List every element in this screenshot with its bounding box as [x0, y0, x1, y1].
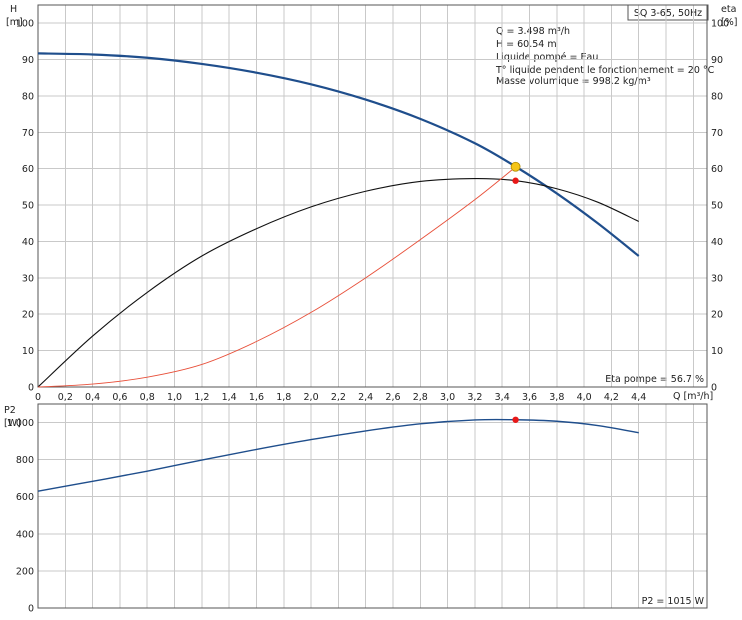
info-line-liquid: Liquide pompé = Eau [496, 52, 598, 63]
y-tick-right-8: 80 [711, 91, 723, 102]
info-line-q: Q = 3.498 m³/h [496, 26, 570, 37]
info-line-h: H = 60.54 m [496, 39, 557, 50]
lower-plot-frame [37, 403, 708, 609]
x-tick-12: 2,4 [358, 392, 373, 403]
y-tick-right-6: 60 [711, 164, 723, 175]
y-axis-label-left: H [10, 4, 17, 15]
info-line-density: Masse volumique = 998.2 kg/m³ [496, 76, 651, 87]
y-tick-right-4: 40 [711, 237, 723, 248]
x-tick-3: 0,6 [112, 392, 127, 403]
y-tick-right-9: 90 [711, 55, 723, 66]
y-tick-right-1: 10 [711, 346, 723, 357]
p2-point-marker-0 [512, 416, 519, 423]
eta-annotation: Eta pompe = 56.7 % [605, 374, 704, 385]
y-axis-label-right: eta [721, 4, 736, 15]
y-tick-left-3: 30 [22, 273, 34, 284]
duty-point-marker-0 [510, 161, 521, 172]
x-tick-19: 3,8 [549, 392, 564, 403]
y-tick-right-3: 30 [711, 273, 723, 284]
y-tick-left-1: 10 [22, 346, 34, 357]
y-tick-right-0: 0 [711, 383, 717, 394]
x-tick-2: 0,4 [85, 392, 100, 403]
y-tick-right-5: 50 [711, 201, 723, 212]
x-tick-16: 3,2 [467, 392, 482, 403]
p2-tick-4: 800 [16, 455, 34, 466]
x-tick-13: 2,6 [385, 392, 400, 403]
y-tick-left-0: 0 [28, 383, 34, 394]
x-tick-14: 2,8 [413, 392, 428, 403]
y-tick-left-8: 80 [22, 91, 34, 102]
series-p2-line [37, 418, 639, 492]
y-tick-left-7: 70 [22, 128, 34, 139]
y-tick-left-9: 90 [22, 55, 34, 66]
y-tick-left-4: 40 [22, 237, 34, 248]
x-tick-15: 3,0 [440, 392, 455, 403]
x-tick-20: 4,0 [577, 392, 592, 403]
info-line-temperature: T° liquide pendent le fonctionnement = 2… [495, 65, 715, 76]
upper-plot-frame [37, 4, 708, 388]
p2-tick-0: 0 [28, 604, 34, 615]
p2-annotation: P2 = 1015 W [642, 596, 705, 607]
y-tick-right-7: 70 [711, 128, 723, 139]
x-tick-7: 1,4 [222, 392, 237, 403]
p2-axis-unit: [W] [4, 418, 21, 429]
x-tick-6: 1,2 [194, 392, 209, 403]
x-tick-21: 4,2 [604, 392, 619, 403]
p2-tick-3: 600 [16, 492, 34, 503]
p2-tick-2: 400 [16, 529, 34, 540]
y-tick-left-5: 50 [22, 201, 34, 212]
x-tick-10: 2,0 [304, 392, 319, 403]
series-efficiency-line [37, 177, 639, 388]
y-axis-unit-right: [%] [721, 17, 737, 28]
y-tick-right-10: 100 [711, 19, 729, 30]
x-tick-4: 0,8 [140, 392, 155, 403]
y-tick-right-2: 20 [711, 310, 723, 321]
x-tick-8: 1,6 [249, 392, 264, 403]
x-axis-label: Q [m³/h] [673, 391, 713, 402]
chart-title: SQ 3-65, 50Hz [634, 8, 702, 19]
p2-tick-1: 200 [16, 566, 34, 577]
y-tick-left-6: 60 [22, 164, 34, 175]
x-tick-0: 0 [35, 392, 41, 403]
p2-axis-label: P2 [4, 405, 16, 416]
x-tick-22: 4,4 [631, 392, 646, 403]
p2-tick-5: 1 000 [7, 418, 34, 429]
x-tick-17: 3,4 [495, 392, 510, 403]
duty-point-marker-1 [512, 177, 519, 184]
y-tick-left-10: 100 [16, 19, 34, 30]
x-tick-1: 0,2 [58, 392, 73, 403]
series-system-line [37, 166, 517, 388]
x-tick-5: 1,0 [167, 392, 182, 403]
y-tick-left-2: 20 [22, 310, 34, 321]
x-tick-11: 2,2 [331, 392, 346, 403]
x-tick-18: 3,6 [522, 392, 537, 403]
series-head-line [37, 52, 640, 257]
x-tick-9: 1,8 [276, 392, 291, 403]
y-axis-unit-left: [m] [6, 17, 23, 28]
